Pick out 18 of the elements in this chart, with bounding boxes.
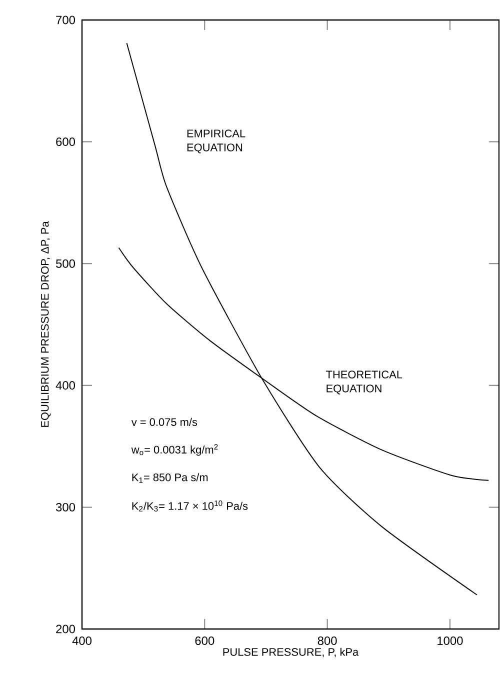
y-tick-label: 600	[56, 138, 76, 146]
y-axis-title: EQUILIBRIUM PRESSURE DROP, ΔP, Pa	[41, 221, 51, 427]
y-tick-label: 700	[56, 16, 76, 24]
annotation: w$_{o}$= 0.0031 kg/m$^{2}$	[132, 444, 218, 456]
y-tick-label: 300	[56, 502, 76, 512]
annotation: K$_{2}$/K$_{3}$= 1.17 × 10$^{10}$ Pa/s	[132, 500, 248, 512]
x-tick-label: 400	[72, 636, 92, 645]
y-tick-label: 200	[56, 624, 76, 634]
y-tick-label: 500	[56, 259, 76, 268]
text: EMPIRICAL EQUATION	[188, 130, 246, 154]
annotation: K$_{1}$= 850 Pa s/m	[132, 473, 208, 483]
x-tick-label: 800	[318, 636, 338, 645]
x-axis-title: PULSE PRESSURE, P, kPa	[223, 648, 359, 658]
text: THEORETICAL EQUATION	[326, 370, 402, 394]
annotation: v = 0.075 m/s	[132, 418, 198, 426]
x-tick-label: 1000	[438, 636, 463, 645]
x-tick-label: 600	[195, 636, 214, 645]
y-tick-label: 400	[56, 381, 76, 390]
